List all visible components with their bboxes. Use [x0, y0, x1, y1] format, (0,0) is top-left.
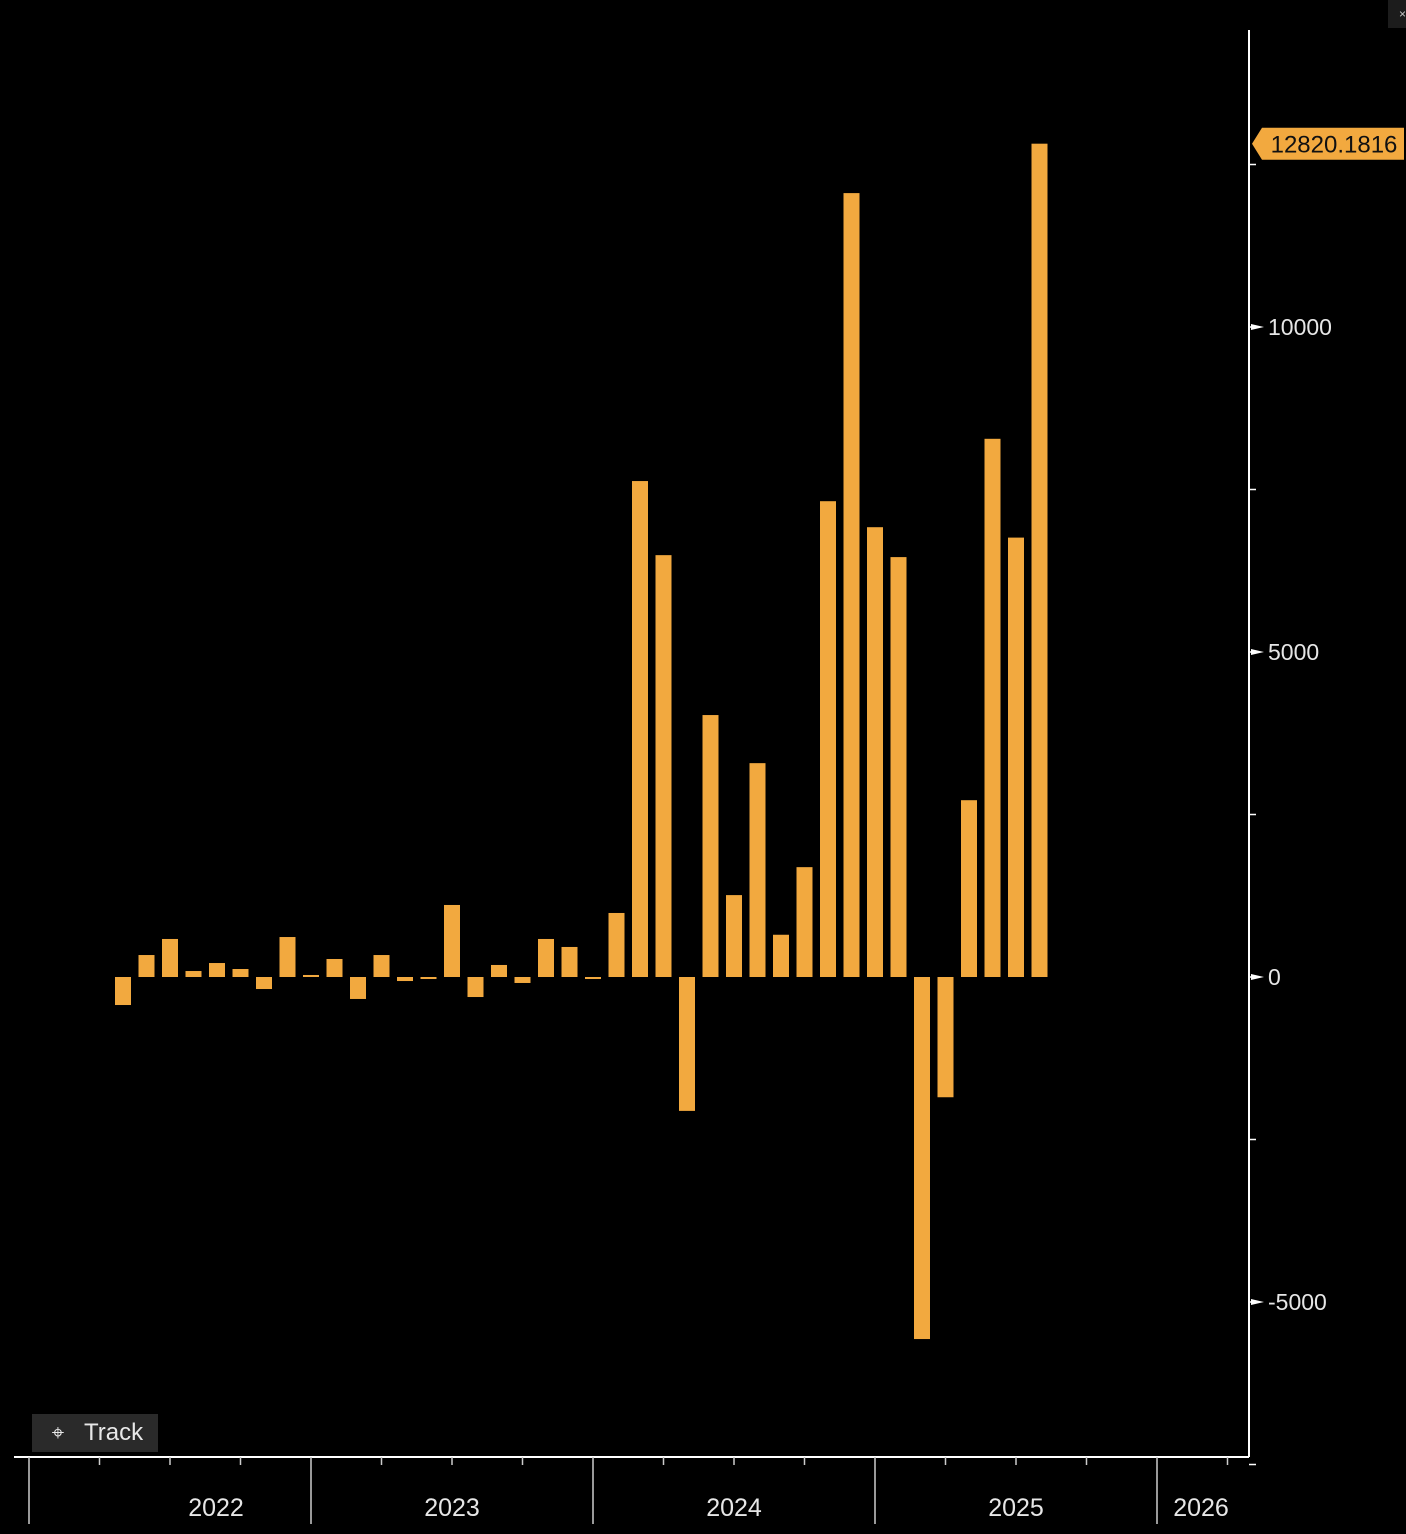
bar: [420, 977, 437, 980]
bar: [632, 481, 648, 977]
x-tick-label: 2026: [1173, 1494, 1229, 1522]
x-tick-label: 2025: [988, 1494, 1044, 1522]
bar: [232, 969, 249, 977]
bar: [585, 977, 601, 980]
bar: [279, 937, 296, 977]
y-tick-marker: [1251, 324, 1264, 330]
bar: [867, 527, 883, 977]
bar: [608, 912, 625, 977]
y-tick-label: 10000: [1268, 314, 1332, 340]
bar: [561, 946, 578, 977]
bar: [256, 977, 272, 990]
x-tick-label: 2024: [706, 1494, 762, 1522]
track-button[interactable]: ⌖ Track: [32, 1414, 158, 1452]
bar: [326, 958, 343, 977]
crosshair-icon: ⌖: [51, 1420, 65, 1445]
bar: [679, 977, 695, 1111]
bar: [514, 977, 531, 983]
bar: [914, 977, 930, 1340]
bar: [1008, 537, 1024, 977]
bar: [796, 867, 813, 977]
y-tick-label: 5000: [1268, 639, 1319, 665]
close-button[interactable]: ×: [1388, 0, 1406, 28]
bar: [890, 557, 907, 977]
y-tick-label: 0: [1268, 964, 1281, 990]
bar: [820, 501, 836, 977]
y-tick-label: -5000: [1268, 1289, 1327, 1315]
y-tick-marker: [1251, 1299, 1264, 1305]
bar: [185, 971, 202, 977]
bar: [773, 934, 789, 977]
bar: [373, 955, 390, 977]
bar: [303, 974, 319, 977]
bar: [702, 715, 719, 977]
bar: [984, 438, 1001, 977]
bar: [115, 977, 131, 1006]
bar: [726, 895, 742, 977]
bar: [467, 977, 484, 998]
bar: [1031, 143, 1048, 977]
bar: [162, 938, 178, 977]
bar: [937, 977, 954, 1098]
bar: [749, 763, 766, 977]
last-value-label: 12820.1816: [1271, 132, 1398, 159]
bar: [397, 977, 413, 982]
bar: [138, 955, 155, 977]
bar: [655, 555, 672, 977]
bar: [491, 964, 507, 977]
y-tick-marker: [1251, 974, 1264, 980]
bar: [444, 904, 460, 977]
track-label: Track: [84, 1419, 144, 1446]
bar: [209, 963, 225, 977]
x-tick-label: 2023: [424, 1494, 480, 1522]
bar: [843, 193, 860, 978]
bar: [350, 977, 366, 999]
y-tick-marker: [1251, 649, 1264, 655]
bar: [538, 938, 554, 977]
x-tick-label: 2022: [188, 1494, 244, 1522]
last-value-tag: [1252, 127, 1404, 160]
bar: [961, 800, 977, 977]
